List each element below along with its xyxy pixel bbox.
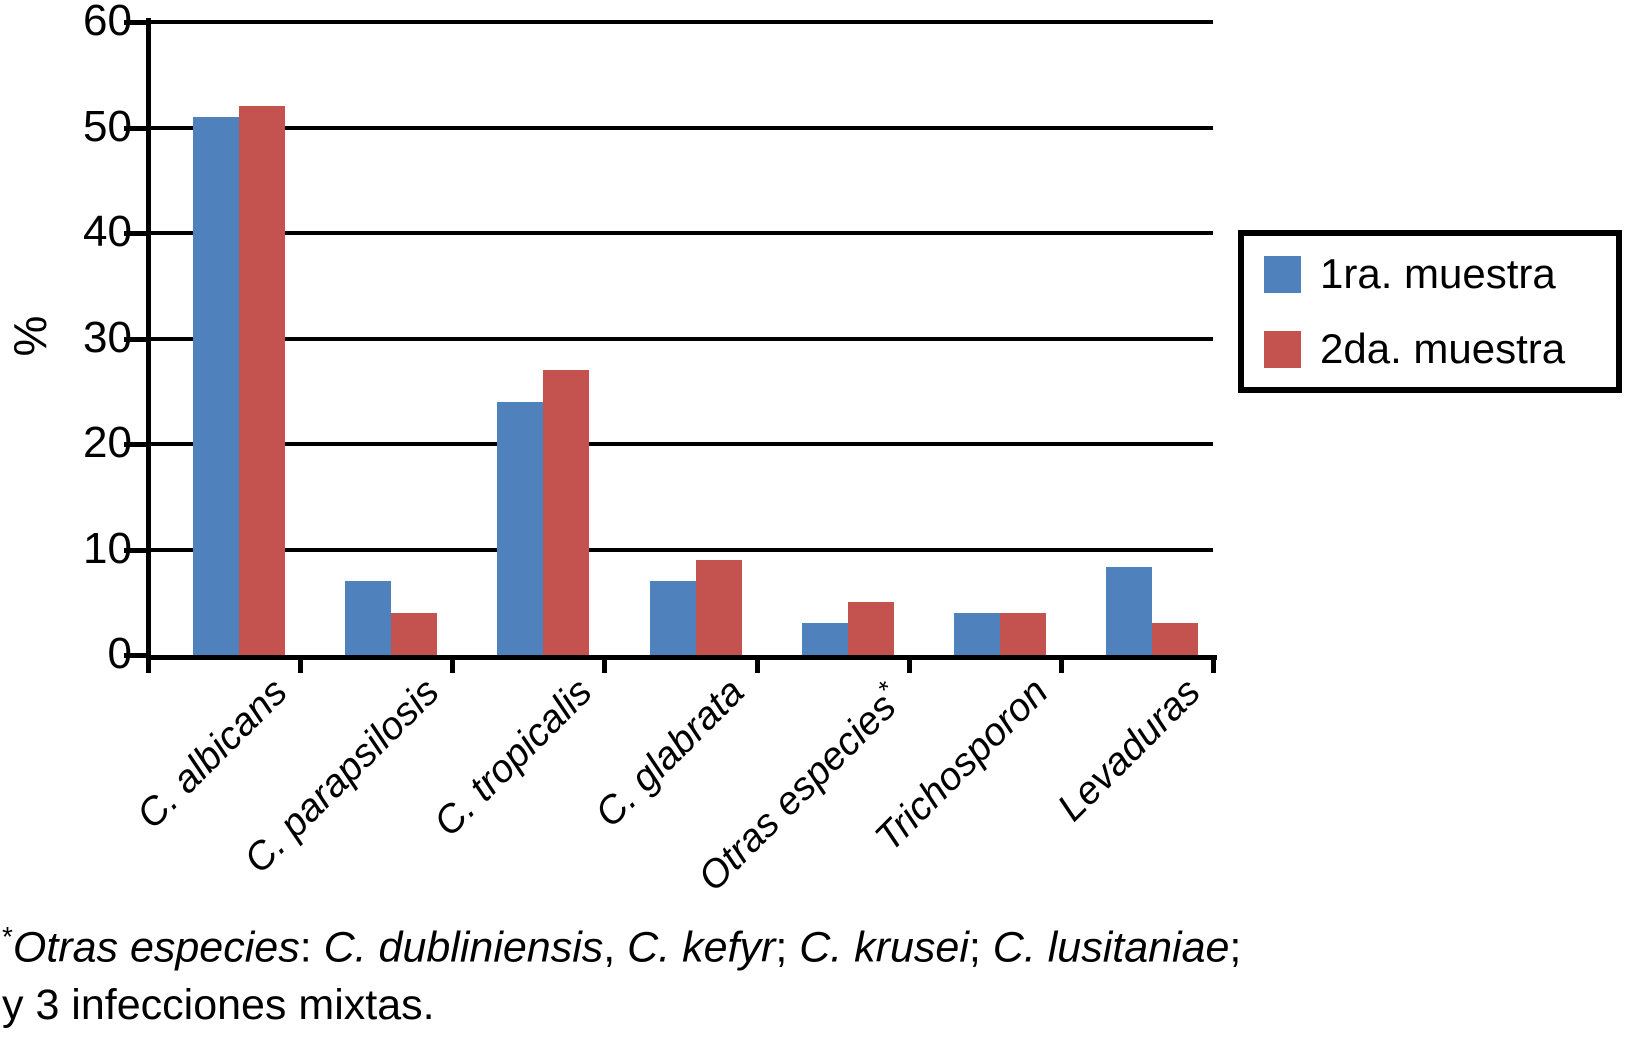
bar-series2-cat2	[391, 612, 438, 655]
bar-series1-cat1	[193, 116, 240, 655]
y-axis-line	[146, 18, 151, 660]
bar-series1-cat5	[801, 623, 848, 655]
y-tick-mark-10	[124, 547, 148, 553]
bar-series1-cat6	[953, 612, 1000, 655]
y-tick-mark-0	[124, 653, 148, 658]
footnote-segment: C. kefyr	[627, 923, 776, 972]
gridline-20	[151, 442, 1213, 446]
footnote-segment: Otras especies	[12, 923, 300, 972]
bar-series1-cat2	[345, 581, 392, 655]
y-tick-mark-50	[124, 125, 148, 131]
x-tick-mark-7	[1211, 658, 1216, 673]
y-tick-label-0: 0	[107, 629, 132, 678]
y-tick-label-60: 60	[83, 0, 132, 45]
x-tick-mark-5	[906, 658, 912, 673]
footnote-segment: C. krusei	[799, 923, 969, 972]
footnote-segment: *	[2, 921, 13, 952]
bar-series2-cat4	[695, 560, 742, 655]
x-tick-mark-4	[754, 658, 760, 673]
footnote-segment: ;	[775, 923, 800, 972]
y-tick-mark-30	[124, 336, 148, 342]
x-label-7: Levaduras	[1049, 670, 1209, 830]
legend-item-1: 1ra. muestra	[1264, 253, 1606, 295]
y-tick-label-20: 20	[83, 418, 132, 467]
x-axis-line	[146, 655, 1217, 660]
footnote-segment: ;	[968, 923, 993, 972]
bar-series2-cat5	[847, 602, 894, 655]
footnote-segment: ;	[1229, 923, 1242, 972]
bar-series2-cat1	[239, 106, 286, 655]
bar-series1-cat7	[1105, 567, 1152, 655]
footnote: *Otras especies: C. dubliniensis, C. kef…	[2, 908, 1241, 1034]
gridline-10	[151, 547, 1213, 552]
gridline-40	[151, 231, 1213, 235]
gridline-30	[151, 336, 1213, 341]
y-tick-mark-60	[124, 20, 148, 25]
footnote-segment: :	[299, 923, 324, 972]
legend-swatch-2	[1264, 330, 1301, 368]
x-label-4: C. glabrata	[586, 670, 753, 836]
x-label-asterisk: *	[871, 675, 901, 704]
legend-label-1: 1ra. muestra	[1320, 250, 1556, 297]
y-tick-label-10: 10	[83, 523, 132, 573]
bar-series2-cat6	[999, 612, 1046, 655]
bar-series2-cat7	[1151, 623, 1198, 655]
y-tick-label-30: 30	[83, 312, 132, 362]
bar-series1-cat4	[649, 581, 696, 655]
x-tick-mark-2	[450, 658, 456, 673]
gridline-50	[151, 125, 1213, 130]
x-tick-mark-1	[298, 658, 304, 673]
y-tick-mark-20	[124, 442, 148, 447]
bar-series1-cat3	[497, 401, 544, 655]
x-tick-mark-0	[146, 658, 151, 673]
footnote-segment: C. lusitaniae	[992, 923, 1230, 972]
y-tick-mark-40	[124, 231, 148, 236]
footnote-segment: ,	[603, 923, 628, 972]
x-tick-mark-6	[1058, 658, 1064, 673]
legend-swatch-1	[1264, 255, 1301, 293]
legend-item-2: 2da. muestra	[1264, 328, 1606, 370]
x-label-1: C. albicans	[128, 670, 296, 838]
legend: 1ra. muestra 2da. muestra	[1238, 230, 1622, 393]
x-label-3: C. tropicalis	[425, 670, 601, 845]
footnote-line-1: *Otras especies: C. dubliniensis, C. kef…	[2, 908, 1241, 976]
bar-series2-cat3	[543, 370, 590, 655]
y-tick-label-50: 50	[83, 101, 132, 151]
footnote-line-2: y 3 infecciones mixtas.	[2, 981, 435, 1030]
footnote-segment: C. dubliniensis	[323, 923, 604, 972]
legend-label-2: 2da. muestra	[1320, 325, 1566, 372]
gridline-60	[151, 20, 1213, 24]
x-tick-mark-3	[602, 658, 608, 673]
y-tick-label-40: 40	[83, 207, 132, 256]
